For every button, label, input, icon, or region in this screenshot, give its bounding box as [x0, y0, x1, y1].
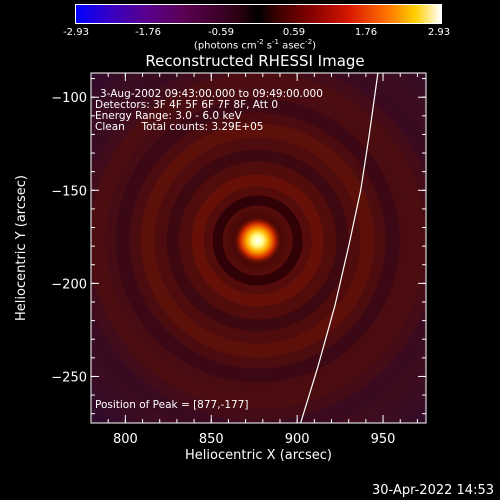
- y-tick-label-0: −100: [51, 91, 87, 106]
- image-ring-5: [91, 73, 426, 409]
- image-ring-4: [115, 98, 400, 383]
- x-axis-label: Heliocentric X (arcsec): [185, 448, 332, 463]
- colorbar-tick-5: 2.93: [427, 27, 451, 38]
- y-axis-label: Heliocentric Y (arcsec): [14, 175, 29, 321]
- colorbar: [75, 4, 442, 24]
- annotation-line-1: Detectors: 3F 4F 5F 6F 7F 8F, Att 0: [95, 99, 278, 111]
- image-ring-2: [166, 149, 349, 332]
- colorbar-unit-mid2: asec: [279, 40, 306, 52]
- y-tick-label-1: −150: [51, 184, 87, 199]
- annotation-line-3: Clean Total counts: 3.29E+05: [95, 121, 264, 133]
- colorbar-unit-exp3: -2: [305, 38, 313, 46]
- y-tick-label-3: −250: [51, 370, 87, 385]
- y-tick-label-2: −200: [51, 277, 87, 292]
- colorbar-tick-1: -1.76: [135, 27, 161, 38]
- x-tick-label-0: 800: [113, 432, 138, 447]
- annotation-line-0: 3-Aug-2002 09:43:00.000 to 09:49:00.000: [100, 88, 323, 100]
- colorbar-unit-end: ): [312, 40, 317, 52]
- colorbar-tick-0: -2.93: [63, 27, 89, 38]
- colorbar-unit-exp2: -1: [272, 38, 280, 46]
- x-tick-label-2: 900: [285, 432, 310, 447]
- annotation-line-2: Energy Range: 3.0 - 6.0 keV: [95, 110, 243, 122]
- x-tick-label-3: 950: [371, 432, 396, 447]
- chart-title: Reconstructed RHESSI Image: [145, 52, 365, 70]
- colorbar-unit-mid: s: [263, 40, 273, 52]
- colorbar-unit: (photons cm-2 s-1 asec-2): [194, 38, 316, 51]
- colorbar-unit-exp1: -2: [256, 38, 264, 46]
- colorbar-unit-text: (photons cm: [193, 40, 257, 52]
- plot-frame: [90, 72, 427, 424]
- solar-limb-line: [300, 73, 379, 423]
- image-ring-1: [191, 174, 324, 307]
- image-ring-3: [140, 123, 375, 358]
- x-tick-label-1: 850: [199, 432, 224, 447]
- footer-timestamp: 30-Apr-2022 14:53: [372, 483, 494, 498]
- peak-source: [233, 216, 282, 265]
- peak-position-label: Position of Peak = [877,-177]: [95, 399, 249, 411]
- rhessi-image-plot: 800 850 900 950 −100 −150 −200 −250 Heliocentric…: [14, 72, 427, 463]
- colorbar-tick-3: 0.59: [282, 27, 306, 38]
- image-ring-0: [212, 195, 303, 286]
- colorbar-tick-2: -0.59: [208, 27, 234, 38]
- colorbar-tick-4: 1.76: [354, 27, 378, 38]
